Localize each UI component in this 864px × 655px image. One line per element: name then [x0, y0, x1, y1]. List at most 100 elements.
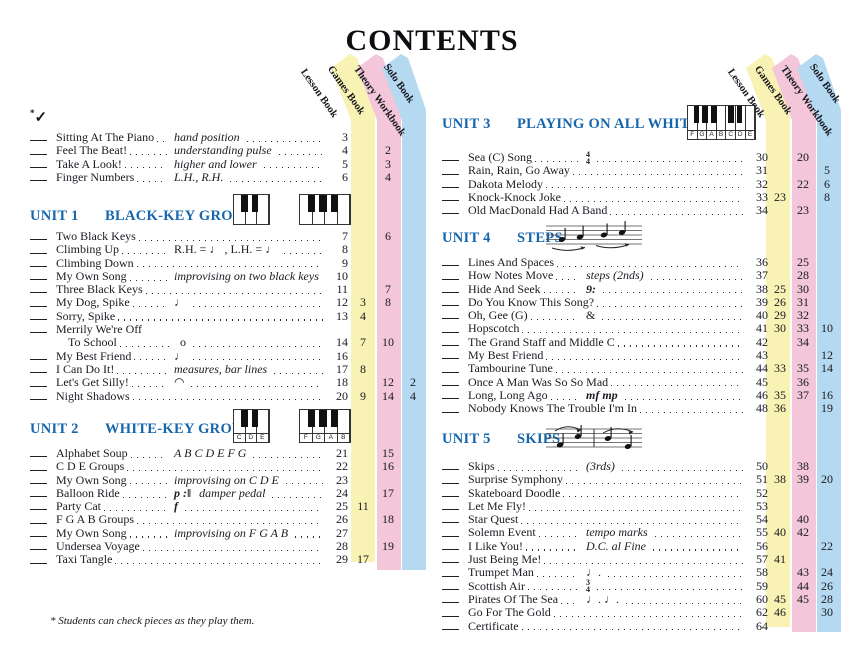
- key-label: B: [336, 433, 350, 442]
- check-blank: [442, 212, 459, 215]
- page-number-games: 11: [357, 499, 369, 514]
- title-leader: My Own Song: [56, 527, 170, 540]
- page-number-lesson: 34: [756, 203, 768, 218]
- toc-item-row: How Notes Move steps (2nds) 37 28: [440, 268, 864, 283]
- item-title: Let Me Fly!: [468, 498, 526, 513]
- check-blank: [30, 371, 47, 374]
- page-number-lesson: 40: [756, 308, 768, 323]
- leader-dots: [556, 278, 579, 281]
- item-desc: improvising on F G A B: [174, 525, 289, 540]
- title-leader: Finger Numbers: [56, 171, 170, 184]
- toc-item-row: Trumpet Man ♩. 58 43 24: [440, 566, 864, 579]
- page-number-theory: 44: [797, 578, 809, 593]
- page-number-games: 41: [774, 552, 786, 567]
- unit-label: UNIT 5: [442, 431, 491, 447]
- black-key: [330, 195, 339, 212]
- title-leader: Pirates Of The Sea: [468, 593, 582, 606]
- check-blank: [30, 305, 47, 307]
- black-key: [711, 106, 717, 124]
- unit-header: UNIT 3 PLAYING ON ALL WHITE KEYS F G A B C D E: [440, 105, 864, 151]
- item-desc: higher and lower: [174, 156, 257, 171]
- leader-dots: [295, 536, 323, 538]
- page-number-solo: 8: [824, 189, 830, 204]
- unit-label: UNIT 3: [442, 116, 491, 132]
- toc-item-row: Balloon Ride p :‖ damper pedal 24 17: [28, 486, 430, 500]
- title-leader: Solemn Event: [468, 526, 582, 539]
- leader-dots: [535, 160, 579, 162]
- item-title: Sorry, Spike: [56, 308, 116, 323]
- leader-dots: [526, 549, 579, 551]
- toc-item-row: Finger Numbers L.H., R.H. 6 4: [28, 169, 430, 184]
- check-blank: [30, 278, 47, 281]
- page-number-theory: 37: [797, 387, 809, 402]
- page-number-games: 25: [774, 281, 786, 296]
- key-label: A: [324, 433, 338, 442]
- leader-dots: [522, 332, 743, 334]
- check-blank: [442, 291, 459, 293]
- black-key: [307, 410, 316, 427]
- key-label: E: [256, 433, 269, 442]
- title-leader: Alphabet Soup: [56, 447, 170, 460]
- item-title: Sitting At The Piano: [56, 131, 155, 144]
- item-title: Rain, Rain, Go Away: [468, 163, 570, 178]
- page-number-games: 8: [360, 361, 366, 376]
- item-title: My Own Song: [56, 269, 127, 283]
- item-title: Hide And Seek: [468, 282, 541, 296]
- check-blank: [442, 535, 459, 537]
- keyboard-icon: [233, 194, 270, 225]
- item-desc: steps (2nds): [586, 268, 644, 283]
- leader-dots: [129, 536, 167, 538]
- leader-dots: [136, 266, 323, 268]
- page-number-lesson: 39: [756, 294, 768, 309]
- check-blank: [30, 291, 47, 294]
- page-number-theory: 12: [382, 375, 394, 390]
- page-number-lesson: 14: [336, 335, 348, 350]
- black-key: [330, 410, 339, 427]
- toc-item-row: C D E Groups 22 16: [28, 459, 430, 473]
- item-title: Go For The Gold: [468, 605, 551, 620]
- staff-icon-steps: [546, 221, 642, 251]
- check-blank: [30, 139, 47, 142]
- key-label: A: [706, 130, 717, 139]
- toc-item-row: Climbing Up R.H. = ♩ , L.H. = ♩ 8: [28, 242, 430, 256]
- check-blank: [442, 371, 459, 373]
- toc-item-row: My Own Song improvising on F G A B 27: [28, 525, 430, 540]
- check-blank: [30, 522, 47, 524]
- toc-item-row: Three Black Keys 11 7: [28, 282, 430, 296]
- key-label: C: [233, 433, 246, 442]
- page-number-lesson: 51: [756, 472, 768, 487]
- leader-dots: [597, 305, 743, 307]
- toc-item-row: Take A Look! higher and lower 5 3: [28, 156, 430, 171]
- white-key: E: [744, 106, 756, 139]
- leader-dots: [193, 359, 323, 361]
- toc-item-row: Rain, Rain, Go Away 31 5: [440, 163, 864, 178]
- leader-dots: [611, 385, 743, 387]
- page-number-games: 4: [360, 308, 366, 323]
- check-blank: [30, 153, 47, 155]
- leader-dots: [529, 509, 743, 511]
- page-title: CONTENTS: [345, 24, 519, 57]
- page-number-theory: 4: [385, 169, 391, 184]
- key-label: D: [244, 433, 257, 442]
- leader-dots: [246, 140, 323, 142]
- leader-dots: [122, 496, 167, 498]
- leader-dots: [130, 456, 167, 458]
- toc-item-row: Alphabet Soup A B C D E F G 21 15: [28, 446, 430, 460]
- page-number-games: 38: [774, 472, 786, 487]
- check-blank: [30, 398, 47, 400]
- page-number-lesson: 37: [756, 268, 768, 283]
- leader-dots: [550, 398, 579, 400]
- toc-item-row: Undersea Voyage 28 19: [28, 539, 430, 553]
- unit-header: UNIT 5 SKIPS: [440, 425, 864, 460]
- page-number-theory: 14: [382, 388, 394, 403]
- item-title: My Best Friend: [56, 349, 132, 363]
- black-key: [728, 106, 734, 124]
- page-number-lesson: 18: [336, 375, 348, 390]
- page-number-theory: 31: [797, 294, 809, 309]
- page-number-solo: 20: [821, 472, 833, 487]
- check-blank: [30, 385, 47, 387]
- key-label: F: [299, 433, 313, 442]
- page-number-solo: 19: [821, 401, 833, 416]
- leader-dots: [608, 575, 743, 578]
